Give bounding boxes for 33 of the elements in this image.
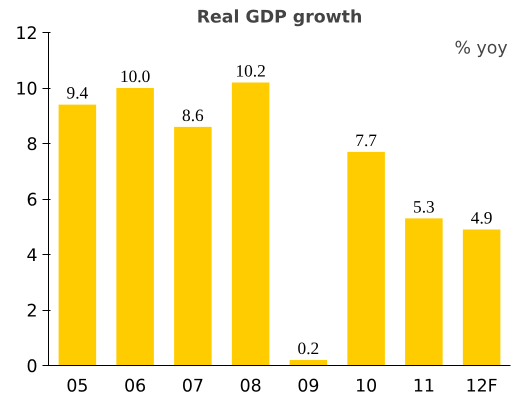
data-label: 8.6 (182, 106, 204, 125)
data-label: 10.0 (120, 67, 150, 86)
data-label: 5.3 (413, 197, 435, 216)
bar (405, 218, 443, 366)
data-label: 9.4 (66, 84, 89, 103)
x-tick-label: 11 (412, 376, 435, 396)
data-label: 0.2 (298, 338, 320, 358)
x-tick-label: 07 (182, 376, 204, 396)
x-tick-label: 06 (124, 376, 146, 396)
data-label: 4.9 (470, 208, 492, 228)
y-tick-label: 6 (26, 190, 38, 210)
x-tick-label: 05 (66, 376, 88, 396)
bar (116, 88, 154, 366)
bar (290, 360, 328, 366)
y-tick-label: 10 (15, 80, 38, 100)
x-tick-label: 12F (466, 376, 498, 396)
bar (462, 230, 500, 366)
bar (174, 126, 212, 366)
y-tick-label: 4 (26, 246, 38, 266)
data-label: 7.7 (355, 130, 378, 150)
x-tick-label: 09 (297, 376, 320, 396)
x-tick-label: 08 (240, 376, 262, 396)
bar (347, 152, 385, 366)
y-tick-label: 8 (26, 135, 38, 155)
annotation: % yoy (454, 38, 508, 58)
y-tick-label: 2 (26, 302, 38, 322)
y-tick-label: 0 (26, 357, 38, 377)
x-tick-label: 10 (355, 376, 378, 396)
bar (58, 104, 96, 366)
chart-title: Real GDP growth (196, 8, 362, 28)
bar (232, 82, 270, 366)
data-label: 10.2 (235, 61, 266, 80)
y-tick-label: 12 (15, 24, 38, 44)
